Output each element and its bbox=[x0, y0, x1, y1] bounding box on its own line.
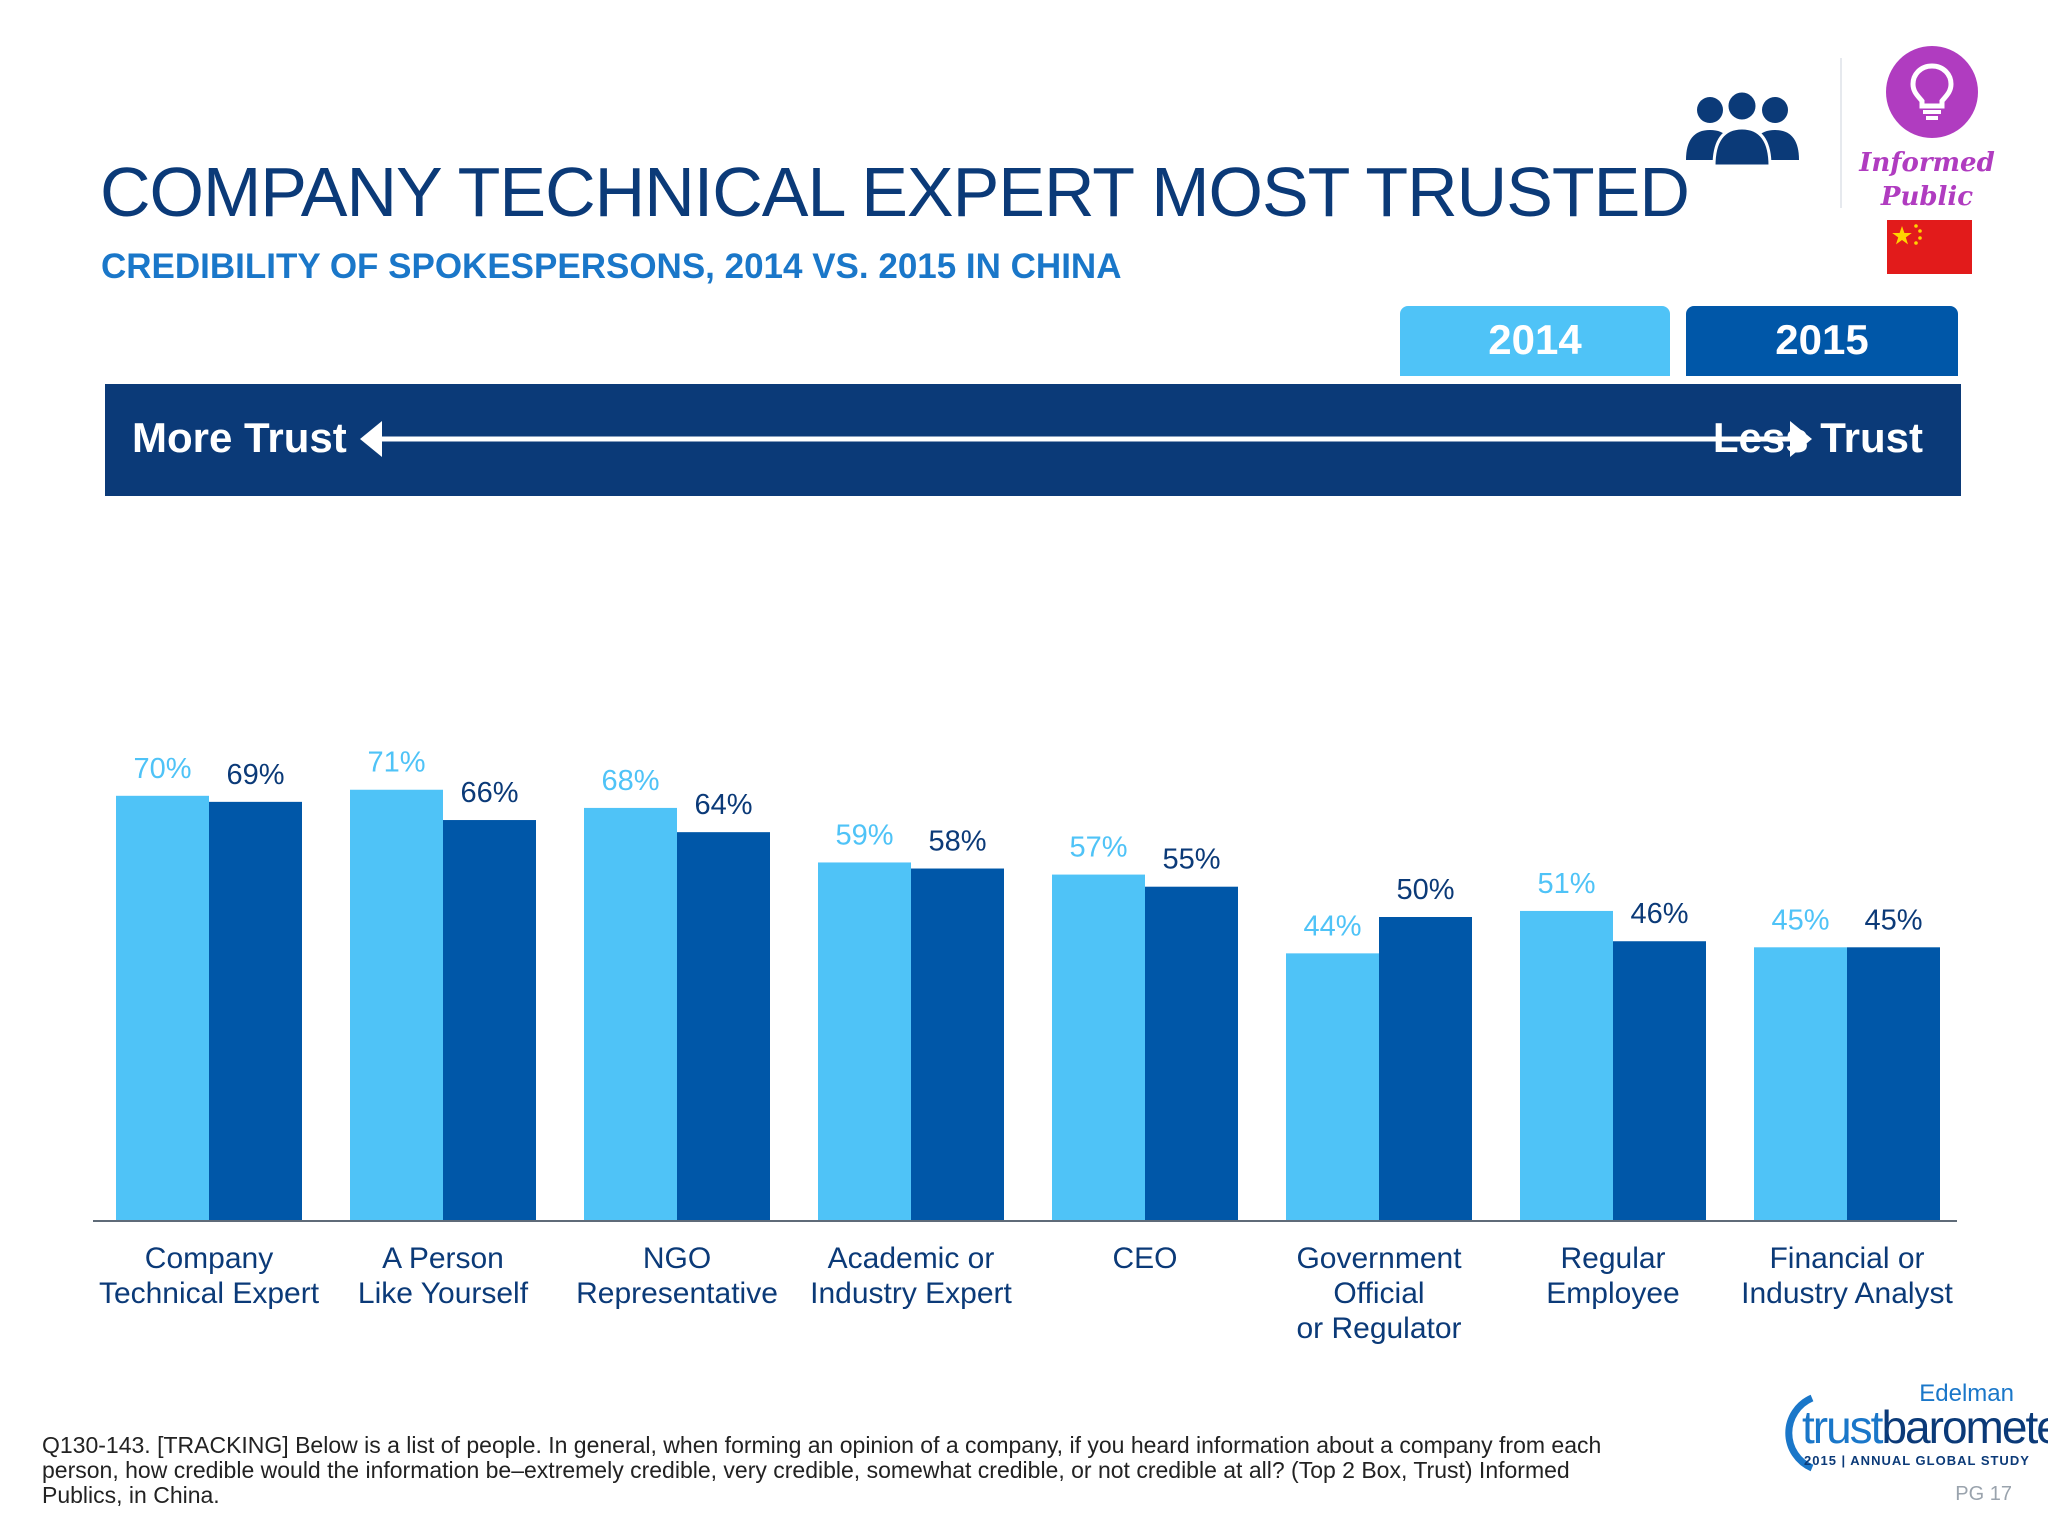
bar-2014-1 bbox=[350, 789, 443, 1220]
lightbulb-icon bbox=[1886, 46, 1978, 138]
category-label-3: Academic or Industry Expert bbox=[810, 1242, 1012, 1310]
bar-chart: 70% 69% Company Technical Expert 71% 66% A Per… bbox=[93, 747, 1957, 1345]
china-flag-icon bbox=[1887, 220, 1972, 274]
category-label-5: Government Official or Regulator bbox=[1296, 1242, 1462, 1345]
footnote: Q130-143. [TRACKING] Below is a list of … bbox=[42, 1432, 1602, 1508]
value-label-2015-0: 69% bbox=[226, 759, 284, 791]
less-trust-label: Less Trust bbox=[1712, 414, 1923, 461]
value-label-2014-6: 51% bbox=[1537, 868, 1595, 900]
value-label-2015-1: 66% bbox=[460, 777, 518, 809]
bar-2015-1 bbox=[443, 820, 536, 1220]
logo-product-a: trust bbox=[1802, 1401, 1883, 1453]
bar-2014-3 bbox=[818, 862, 911, 1220]
value-label-2015-2: 64% bbox=[694, 789, 752, 821]
bar-2014-2 bbox=[584, 807, 677, 1220]
bar-2015-6 bbox=[1613, 941, 1706, 1220]
legend-2015: 2015 bbox=[1686, 306, 1958, 376]
category-label-7: Financial or Industry Analyst bbox=[1741, 1242, 1953, 1310]
bar-2014-6 bbox=[1520, 910, 1613, 1220]
informed-public-label: Informed Public bbox=[1842, 146, 2012, 214]
logo-arc-icon bbox=[1785, 1394, 1814, 1472]
more-trust-label: More Trust bbox=[132, 414, 347, 461]
category-label-2: NGO Representative bbox=[576, 1242, 778, 1310]
bar-2014-4 bbox=[1052, 874, 1145, 1220]
double-arrow-icon bbox=[360, 421, 1812, 457]
value-label-2014-1: 71% bbox=[367, 747, 425, 779]
value-label-2014-5: 44% bbox=[1303, 910, 1361, 942]
bar-2015-3 bbox=[911, 868, 1004, 1220]
value-label-2015-3: 58% bbox=[928, 826, 986, 858]
page-subtitle: CREDIBILITY OF SPOKESPERSONS, 2014 VS. 2… bbox=[101, 247, 1122, 286]
bar-2015-0 bbox=[209, 801, 302, 1220]
bar-2015-7 bbox=[1847, 947, 1940, 1220]
bar-2015-2 bbox=[677, 832, 770, 1220]
logo-product: trustbarometer bbox=[1802, 1400, 2048, 1454]
category-label-4: CEO bbox=[1112, 1242, 1177, 1275]
page-title: COMPANY TECHNICAL EXPERT MOST TRUSTED bbox=[100, 153, 1690, 231]
logo-product-b: barometer bbox=[1881, 1401, 2048, 1453]
edelman-logo: Edelman trustbarometer 2015 | ANNUAL GLO… bbox=[1760, 1380, 2048, 1475]
category-label-0: Company Technical Expert bbox=[99, 1242, 320, 1310]
category-label-6: Regular Employee bbox=[1546, 1242, 1679, 1310]
value-label-2014-2: 68% bbox=[601, 765, 659, 797]
informed-label-line2: Public bbox=[1880, 182, 1974, 212]
value-label-2015-6: 46% bbox=[1630, 898, 1688, 930]
category-label-1: A Person Like Yourself bbox=[358, 1242, 529, 1310]
logo-brand: Edelman bbox=[1919, 1380, 2014, 1407]
legend-2014: 2014 bbox=[1400, 306, 1670, 376]
value-label-2015-4: 55% bbox=[1162, 844, 1220, 876]
logo-study: 2015 | ANNUAL GLOBAL STUDY bbox=[1804, 1453, 2030, 1468]
bar-2014-5 bbox=[1286, 953, 1379, 1220]
informed-label-line1: Informed bbox=[1859, 148, 1995, 178]
value-label-2014-0: 70% bbox=[133, 753, 191, 785]
trust-band: More Trust Less Trust bbox=[105, 384, 1961, 496]
header-divider bbox=[1840, 58, 1842, 208]
value-label-2015-5: 50% bbox=[1396, 874, 1454, 906]
value-label-2014-3: 59% bbox=[835, 819, 893, 851]
bar-2014-7 bbox=[1754, 947, 1847, 1220]
bar-2015-5 bbox=[1379, 917, 1472, 1220]
page-number: PG 17 bbox=[1955, 1483, 2012, 1505]
value-label-2015-7: 45% bbox=[1864, 904, 1922, 936]
people-icon bbox=[1686, 89, 1799, 168]
bar-2015-4 bbox=[1145, 886, 1238, 1220]
bar-2014-0 bbox=[116, 795, 209, 1220]
value-label-2014-4: 57% bbox=[1069, 832, 1127, 864]
value-label-2014-7: 45% bbox=[1771, 904, 1829, 936]
